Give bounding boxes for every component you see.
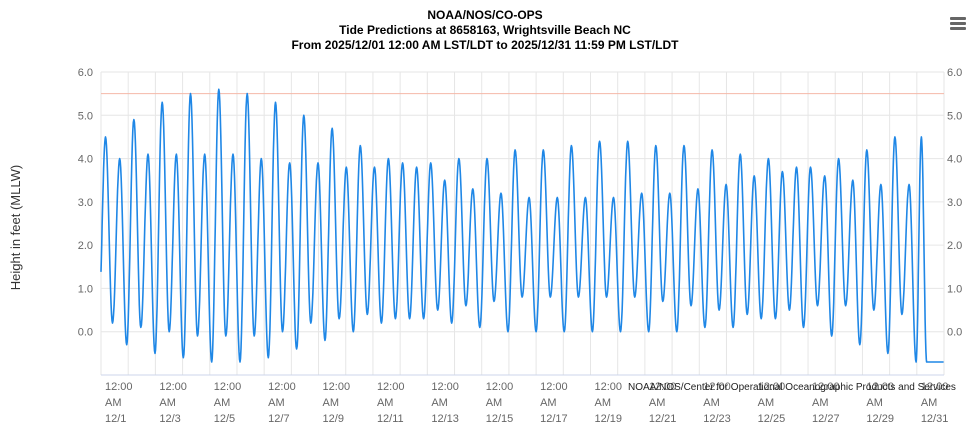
menu-bar: [950, 27, 966, 30]
y-tick-label-left: 1.0: [78, 283, 93, 295]
x-tick-label: 12:00 AM 12/5: [214, 381, 242, 423]
chart-credits[interactable]: NOAA/NOS/Center for Operational Oceanogr…: [628, 382, 956, 393]
y-tick-label-left: 2.0: [78, 240, 93, 252]
x-tick-label: 12:00 AM 12/7: [268, 381, 296, 423]
x-tick-label: 12:00 AM 12/25: [758, 381, 786, 423]
x-tick-label: 12:00 AM 12/9: [323, 381, 351, 423]
chart-title: NOAA/NOS/CO-OPS: [427, 8, 543, 22]
y-tick-label-right: 0.0: [947, 327, 962, 339]
y-tick-label-right: 6.0: [947, 67, 962, 79]
x-tick-label: 12:00 AM 12/29: [866, 381, 894, 423]
y-axis-label: Height in feet (MLLW): [8, 165, 23, 290]
hamburger-menu-icon[interactable]: [950, 17, 966, 31]
chart-subtitle: Tide Predictions at 8658163, Wrightsvill…: [339, 23, 631, 37]
x-tick-label: 12:00 AM 12/19: [594, 381, 622, 423]
x-tick-label: 12:00 AM 12/27: [812, 381, 840, 423]
x-tick-label: 12:00 AM 12/21: [649, 381, 677, 423]
x-tick-label: 12:00 AM 12/13: [431, 381, 459, 423]
x-tick-label: 12:00 AM 12/31: [921, 381, 949, 423]
y-tick-label-left: 0.0: [78, 327, 93, 339]
y-tick-label-left: 3.0: [78, 197, 93, 209]
x-tick-label: 12:00 AM 12/11: [377, 381, 405, 423]
x-tick-label: 12:00 AM 12/1: [105, 381, 133, 423]
y-tick-label-right: 1.0: [947, 283, 962, 295]
y-tick-label-left: 4.0: [78, 154, 93, 166]
y-tick-label-right: 2.0: [947, 240, 962, 252]
x-tick-label: 12:00 AM 12/15: [486, 381, 514, 423]
menu-bar: [950, 22, 966, 25]
x-tick-label: 12:00 AM 12/3: [159, 381, 187, 423]
y-tick-label-left: 5.0: [78, 110, 93, 122]
chart-date-range: From 2025/12/01 12:00 AM LST/LDT to 2025…: [291, 38, 679, 52]
x-tick-label: 12:00 AM 12/23: [703, 381, 731, 423]
tide-series-line: [100, 88, 945, 363]
chart-titles: NOAA/NOS/CO-OPS Tide Predictions at 8658…: [0, 8, 970, 53]
y-tick-label-right: 4.0: [947, 154, 962, 166]
x-tick-label: 12:00 AM 12/17: [540, 381, 568, 423]
y-tick-label-left: 6.0: [78, 67, 93, 79]
y-tick-label-right: 5.0: [947, 110, 962, 122]
menu-bar: [950, 17, 966, 20]
y-tick-label-right: 3.0: [947, 197, 962, 209]
